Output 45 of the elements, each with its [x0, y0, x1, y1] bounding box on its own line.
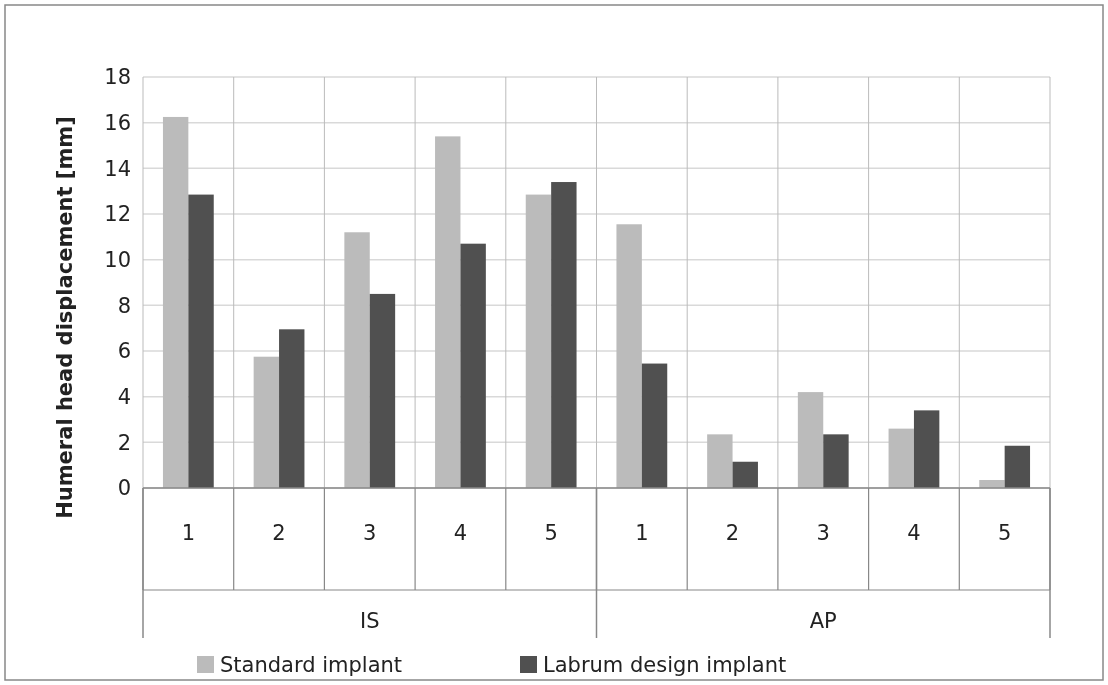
x-tick-label: 1 [181, 521, 196, 545]
text: IS [359, 609, 380, 633]
bar [1004, 445, 1031, 488]
y-tick-label: 18 [104, 65, 131, 90]
x-tick-label: 4 [453, 521, 468, 545]
y-tick-label: 10 [104, 247, 131, 272]
bar [162, 116, 189, 488]
x-tick-label: 2 [725, 521, 740, 545]
legend-label: Labrum design implant [543, 653, 787, 677]
x-tick-label: 1 [635, 521, 649, 545]
bar [913, 410, 940, 488]
y-tick-label: 0 [117, 476, 131, 501]
x-tick-label: 5 [544, 521, 558, 545]
x-tick-label: 4 [907, 521, 921, 545]
bar [732, 461, 758, 488]
y-tick-label: 4 [117, 384, 131, 409]
y-axis-title: Humeral head displacement [mm] [53, 116, 77, 519]
legend-label: Standard implant [220, 653, 403, 677]
y-tick-label: 8 [117, 293, 131, 318]
bar [616, 224, 642, 488]
bar [460, 243, 486, 488]
x-tick-label: 3 [816, 521, 830, 545]
bar [641, 363, 668, 488]
x-tick-label: 5 [997, 521, 1012, 545]
bar [435, 136, 461, 488]
x-tick-label: 3 [363, 521, 377, 545]
text: AP [809, 609, 837, 633]
bar [888, 428, 914, 488]
bar [525, 194, 552, 488]
bar [823, 434, 849, 488]
bar [979, 480, 1005, 488]
x-tick-label: 2 [272, 521, 286, 545]
bar [369, 293, 396, 488]
bar [551, 182, 577, 488]
y-tick-label: 12 [104, 202, 131, 227]
bar [188, 194, 214, 488]
y-tick-label: 14 [104, 156, 131, 181]
bar [279, 329, 305, 488]
bar [253, 356, 280, 488]
bar [707, 434, 733, 488]
y-tick-label: 6 [117, 339, 131, 364]
y-tick-label: 2 [117, 430, 131, 455]
y-tick-label: 16 [104, 110, 131, 135]
bar [344, 232, 370, 488]
bar [797, 392, 824, 488]
